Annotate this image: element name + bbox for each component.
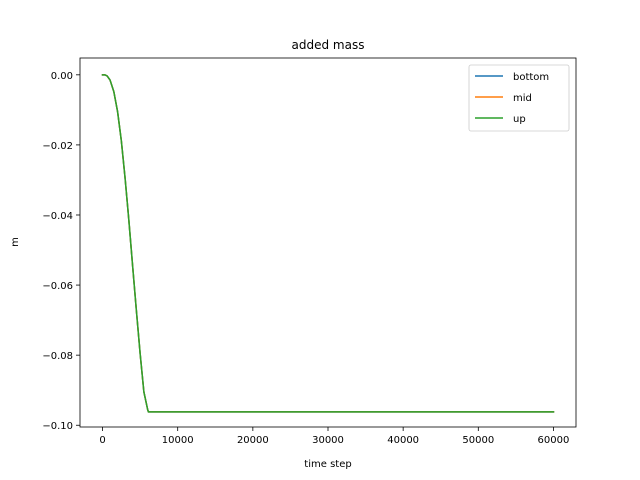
- y-tick-label: 0.00: [51, 71, 73, 82]
- y-axis-ticks: 0.00 −0.02 −0.04 −0.06 −0.08 −0.10: [42, 71, 80, 432]
- x-tick-label: 30000: [312, 435, 344, 446]
- legend-label-bottom: bottom: [513, 72, 549, 83]
- x-tick-label: 0: [99, 435, 105, 446]
- x-tick-label: 10000: [162, 435, 194, 446]
- x-axis-label: time step: [304, 459, 351, 470]
- series-line-up: [101, 74, 555, 413]
- y-tick-label: −0.10: [42, 421, 73, 432]
- x-tick-label: 20000: [237, 435, 269, 446]
- y-tick-label: −0.08: [42, 351, 73, 362]
- legend: bottom mid up: [468, 64, 570, 132]
- x-axis-ticks: 0 10000 20000 30000 40000 50000 60000: [99, 427, 569, 446]
- series-layer: [101, 74, 555, 413]
- chart-title: added mass: [292, 38, 365, 52]
- x-tick-label: 40000: [387, 435, 419, 446]
- y-tick-label: −0.04: [42, 211, 73, 222]
- y-axis-label: m: [10, 237, 21, 247]
- x-tick-label: 50000: [462, 435, 494, 446]
- legend-label-up: up: [513, 114, 526, 125]
- legend-label-mid: mid: [513, 93, 532, 104]
- legend-box: [468, 64, 570, 132]
- legend-items: bottom mid up: [475, 72, 549, 125]
- x-tick-label: 60000: [538, 435, 570, 446]
- y-tick-label: −0.02: [42, 141, 73, 152]
- y-tick-label: −0.06: [42, 281, 73, 292]
